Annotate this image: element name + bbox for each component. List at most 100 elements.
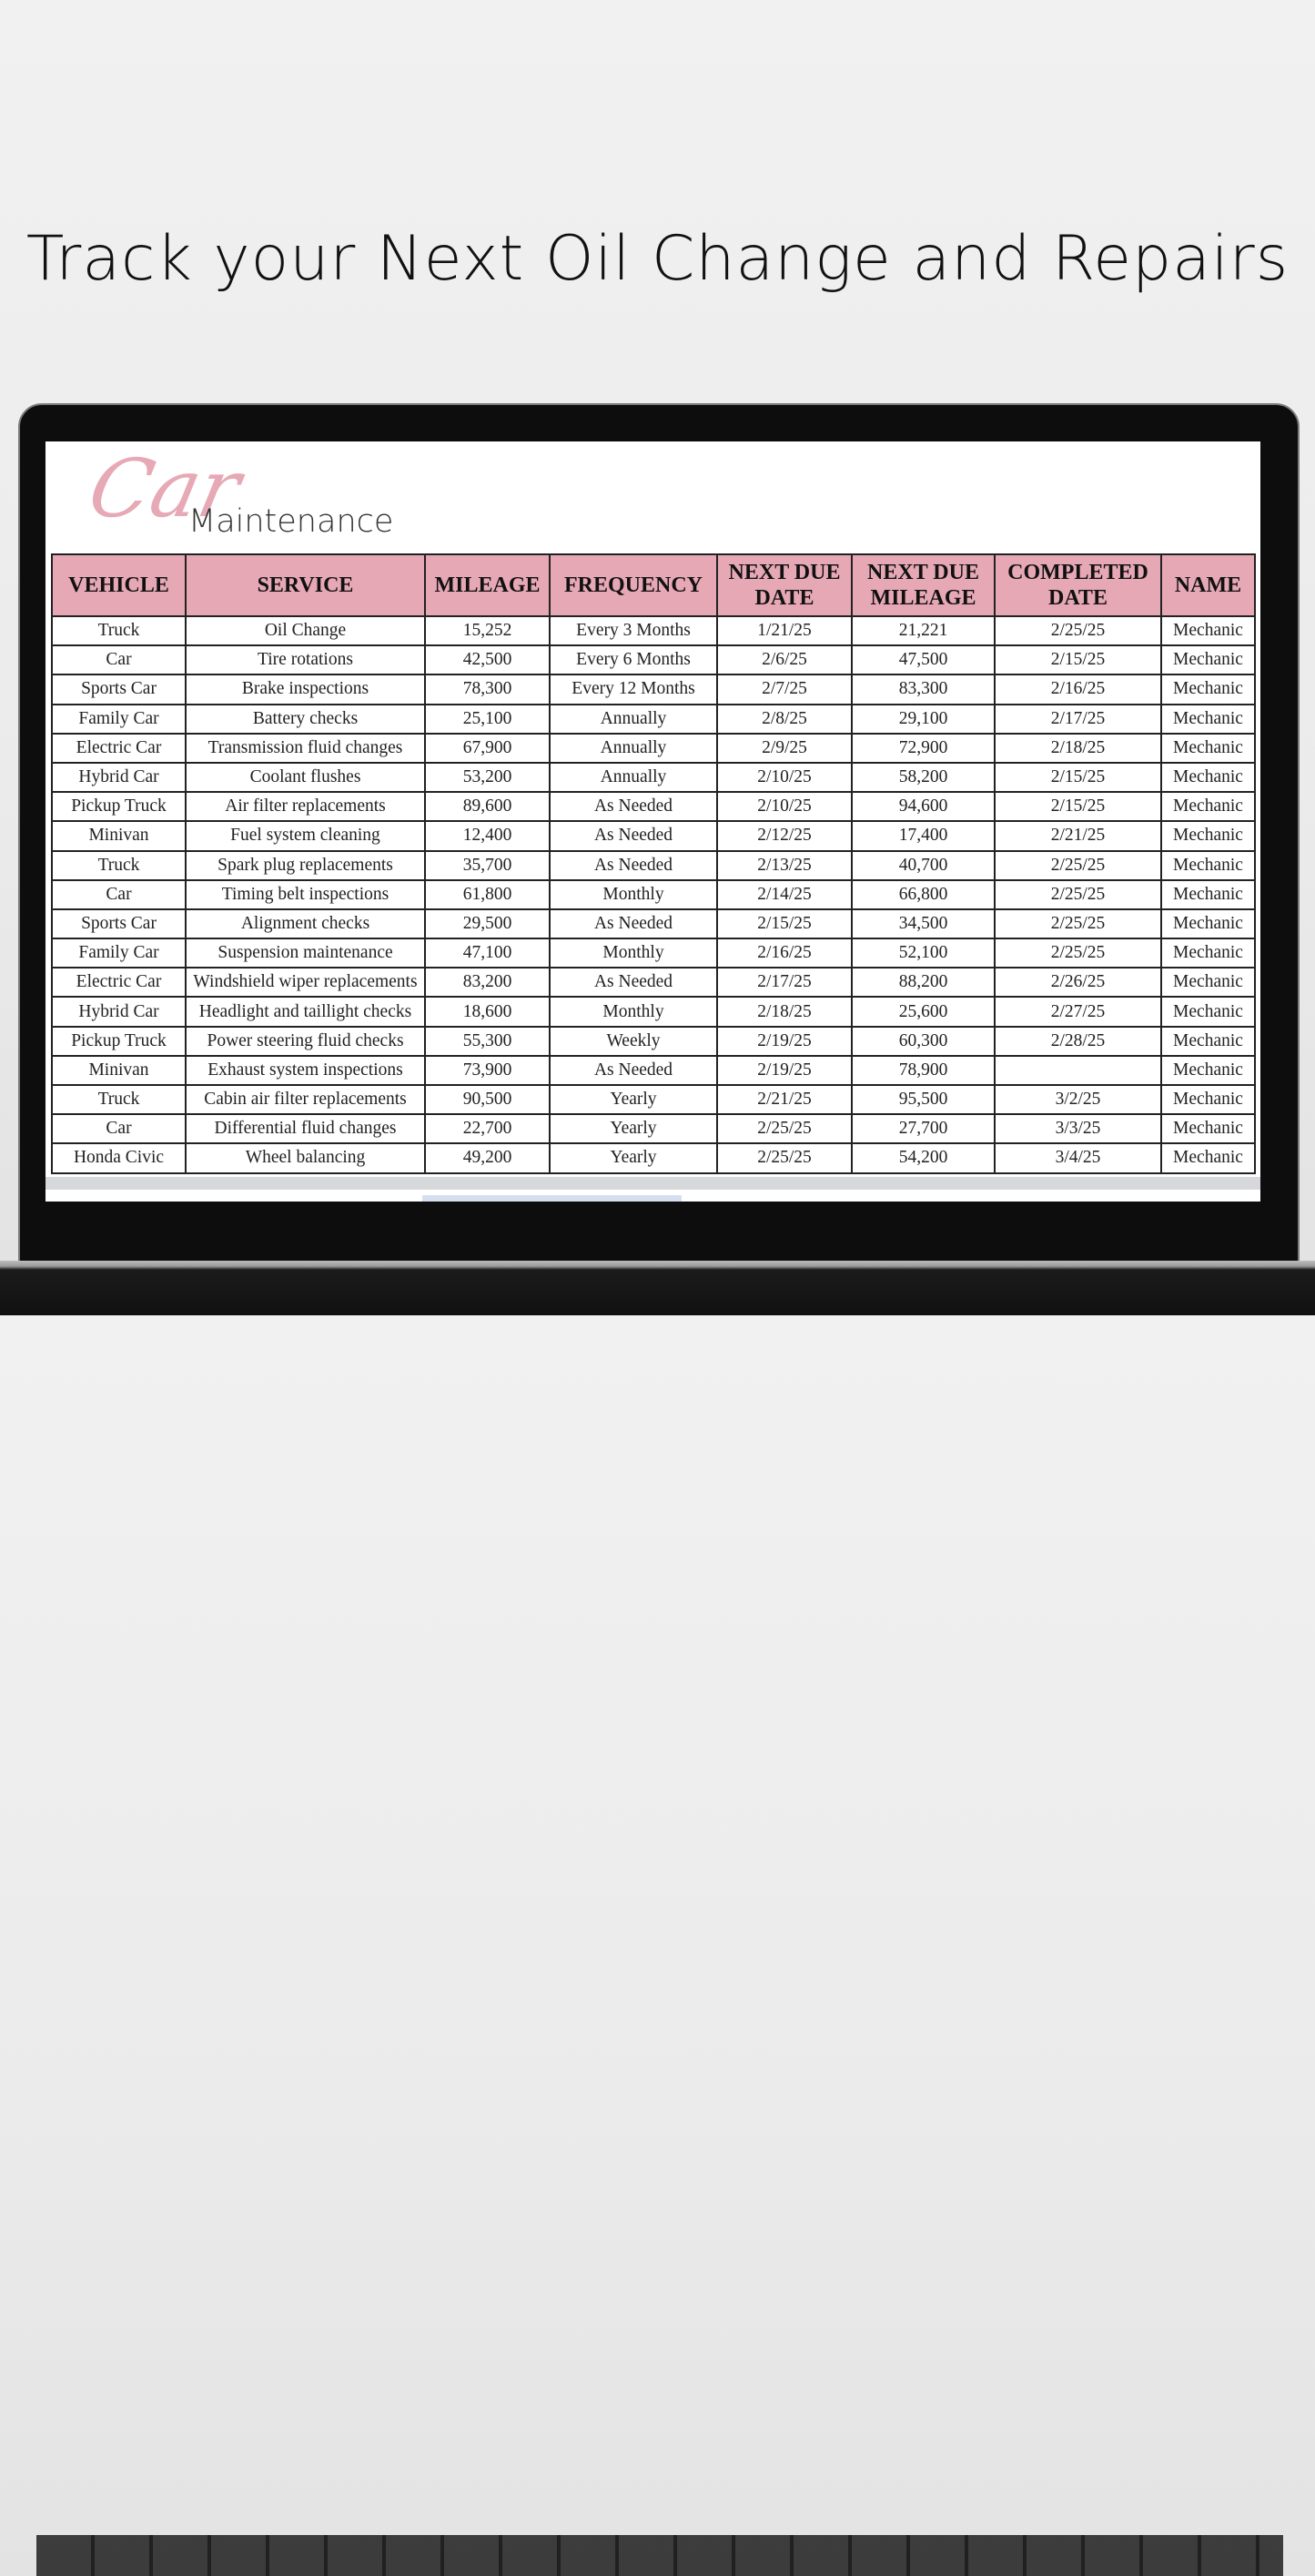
table-cell[interactable]: 2/21/25 [716,1083,853,1116]
table-cell[interactable]: 2/18/25 [994,732,1162,764]
table-cell[interactable]: Monthly [549,878,718,910]
table-cell[interactable]: 2/27/25 [994,996,1162,1028]
table-cell[interactable]: 49,200 [424,1142,551,1174]
table-cell[interactable]: Suspension maintenance [185,938,426,969]
table-cell[interactable]: 2/19/25 [716,1054,853,1087]
table-cell[interactable] [994,1054,1162,1087]
table-cell[interactable]: 2/25/25 [994,908,1162,940]
table-cell[interactable]: 3/2/25 [994,1083,1162,1116]
table-cell[interactable]: Mechanic [1160,614,1256,647]
table-cell[interactable]: Windshield wiper replacements [185,967,426,999]
table-cell[interactable]: Pickup Truck [51,791,187,823]
scrollbar-thumb[interactable] [422,1195,682,1202]
table-cell[interactable]: Honda Civic [51,1142,187,1174]
table-cell[interactable]: 55,300 [424,1025,551,1057]
column-header[interactable]: FREQUENCY [549,553,718,617]
column-header[interactable]: NEXT DUE MILEAGE [851,553,996,617]
table-cell[interactable]: Truck [51,614,187,647]
table-cell[interactable]: Yearly [549,1142,718,1174]
table-cell[interactable]: Hybrid Car [51,761,187,794]
table-cell[interactable]: 2/15/25 [716,908,853,940]
table-cell[interactable]: 2/13/25 [716,849,853,881]
table-cell[interactable]: Family Car [51,703,187,735]
table-cell[interactable]: 67,900 [424,732,551,764]
table-cell[interactable]: Fuel system cleaning [185,820,426,852]
table-cell[interactable]: As Needed [549,908,718,940]
table-cell[interactable]: 2/25/25 [716,1142,853,1174]
table-cell[interactable]: 2/25/25 [994,878,1162,910]
table-cell[interactable]: 2/8/25 [716,703,853,735]
table-cell[interactable]: 2/15/25 [994,644,1162,676]
table-cell[interactable]: Yearly [549,1113,718,1145]
table-cell[interactable]: 2/18/25 [716,996,853,1028]
table-cell[interactable]: 2/15/25 [994,791,1162,823]
table-cell[interactable]: Mechanic [1160,703,1256,735]
table-cell[interactable]: Mechanic [1160,644,1256,676]
table-cell[interactable]: Annually [549,761,718,794]
horizontal-scrollbar[interactable] [46,1177,1260,1190]
table-cell[interactable]: As Needed [549,849,718,881]
table-cell[interactable]: Mechanic [1160,1142,1256,1174]
table-cell[interactable]: As Needed [549,1054,718,1087]
table-cell[interactable]: Car [51,644,187,676]
table-cell[interactable]: 2/21/25 [994,820,1162,852]
table-cell[interactable]: Mechanic [1160,1113,1256,1145]
table-cell[interactable]: 2/25/25 [716,1113,853,1145]
table-cell[interactable]: As Needed [549,791,718,823]
table-cell[interactable]: Coolant flushes [185,761,426,794]
table-cell[interactable]: Mechanic [1160,1025,1256,1057]
table-cell[interactable]: 2/7/25 [716,674,853,705]
table-cell[interactable]: Every 12 Months [549,674,718,705]
table-cell[interactable]: 2/14/25 [716,878,853,910]
table-cell[interactable]: 66,800 [851,878,996,910]
column-header[interactable]: MILEAGE [424,553,551,617]
table-cell[interactable]: 60,300 [851,1025,996,1057]
table-cell[interactable]: 29,500 [424,908,551,940]
table-cell[interactable]: 34,500 [851,908,996,940]
table-cell[interactable]: Minivan [51,1054,187,1087]
table-cell[interactable]: Weekly [549,1025,718,1057]
table-cell[interactable]: Pickup Truck [51,1025,187,1057]
table-cell[interactable]: 29,100 [851,703,996,735]
table-cell[interactable]: Monthly [549,938,718,969]
table-cell[interactable]: 2/25/25 [994,849,1162,881]
table-cell[interactable]: 90,500 [424,1083,551,1116]
table-cell[interactable]: Electric Car [51,967,187,999]
table-cell[interactable]: 3/4/25 [994,1142,1162,1174]
table-cell[interactable]: 40,700 [851,849,996,881]
table-cell[interactable]: Every 6 Months [549,644,718,676]
table-cell[interactable]: 52,100 [851,938,996,969]
table-cell[interactable]: 47,500 [851,644,996,676]
table-cell[interactable]: 72,900 [851,732,996,764]
column-header[interactable]: COMPLETED DATE [994,553,1162,617]
table-cell[interactable]: 15,252 [424,614,551,647]
table-cell[interactable]: 58,200 [851,761,996,794]
table-cell[interactable]: Sports Car [51,908,187,940]
table-cell[interactable]: Mechanic [1160,791,1256,823]
table-cell[interactable]: 73,900 [424,1054,551,1087]
table-cell[interactable]: Hybrid Car [51,996,187,1028]
table-cell[interactable]: Cabin air filter replacements [185,1083,426,1116]
table-cell[interactable]: 2/25/25 [994,614,1162,647]
table-cell[interactable]: 2/12/25 [716,820,853,852]
table-cell[interactable]: 2/17/25 [716,967,853,999]
table-cell[interactable]: Air filter replacements [185,791,426,823]
table-cell[interactable]: 78,900 [851,1054,996,1087]
table-cell[interactable]: 22,700 [424,1113,551,1145]
table-cell[interactable]: Mechanic [1160,878,1256,910]
table-cell[interactable]: Power steering fluid checks [185,1025,426,1057]
table-cell[interactable]: 18,600 [424,996,551,1028]
table-cell[interactable]: Truck [51,849,187,881]
table-cell[interactable]: Headlight and taillight checks [185,996,426,1028]
table-cell[interactable]: Mechanic [1160,996,1256,1028]
table-cell[interactable]: 2/16/25 [716,938,853,969]
column-header[interactable]: VEHICLE [51,553,187,617]
table-cell[interactable]: 94,600 [851,791,996,823]
table-cell[interactable]: 2/17/25 [994,703,1162,735]
table-cell[interactable]: 95,500 [851,1083,996,1116]
table-cell[interactable]: Yearly [549,1083,718,1116]
table-cell[interactable]: 12,400 [424,820,551,852]
table-cell[interactable]: Alignment checks [185,908,426,940]
table-cell[interactable]: 2/16/25 [994,674,1162,705]
table-cell[interactable]: Wheel balancing [185,1142,426,1174]
